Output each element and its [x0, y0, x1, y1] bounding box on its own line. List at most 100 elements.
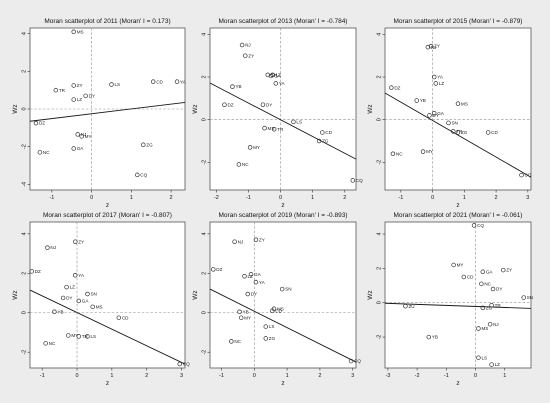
point-label-lz: LZ [77, 97, 83, 102]
x-tick-label: 1 [110, 373, 113, 379]
data-point-ms [455, 101, 461, 106]
data-point-dz [33, 120, 39, 126]
data-point-tr [450, 129, 456, 134]
point-label-zy: ZY [259, 237, 265, 242]
data-point-nj [239, 42, 245, 48]
point-label-ls: LS [296, 119, 302, 124]
y-tick-label: 0 [202, 311, 208, 314]
point-label-cq: CQ [140, 173, 147, 178]
data-point-ya [273, 81, 279, 86]
data-point-lz [433, 81, 439, 86]
chart-panel-6: Moran scatterplot of 2021 (Moran' I = -0… [367, 212, 533, 387]
point-label-ls: LS [114, 82, 120, 87]
y-tick-label: -2 [202, 160, 208, 165]
y-tick-label: 0 [22, 311, 28, 314]
data-point-ms [71, 29, 76, 35]
data-point-yb [237, 309, 242, 315]
chart-panel-4: Moran scatterplot of 2017 (Moran' I = -0… [12, 212, 190, 387]
y-tick-label: 4 [22, 232, 28, 235]
point-label-ga: GA [437, 111, 445, 116]
point-label-cd: CD [122, 315, 129, 320]
y-tick-label: 4 [377, 232, 383, 235]
point-label-cq: CQ [524, 173, 531, 178]
data-point-dy [60, 295, 66, 301]
data-point-ls [476, 355, 481, 360]
x-axis-label: z [456, 202, 459, 209]
data-point-zu [403, 303, 408, 309]
x-tick-label: 1 [311, 195, 314, 201]
point-label-yb: YB [420, 98, 426, 103]
x-tick-label: -2 [214, 195, 219, 201]
chart-title: Moran scatterplot of 2015 (Moran' I = -0… [394, 18, 523, 25]
point-label-sn: SN [451, 120, 457, 125]
data-point-lz [242, 274, 247, 279]
data-point-cd [270, 308, 275, 314]
x-tick-label: 2 [145, 373, 148, 379]
x-tick-label: -3 [385, 373, 390, 379]
plot-area [384, 27, 532, 191]
point-label-tr: TR [495, 303, 502, 308]
data-point-nc [229, 339, 234, 344]
data-point-tr [489, 303, 494, 308]
point-label-nc: NC [396, 151, 403, 156]
point-label-ls: LS [269, 324, 275, 329]
chart-panel-1: Moran scatterplot of 2011 (Moran' I = 0.… [12, 18, 187, 209]
point-label-my: MY [457, 263, 464, 268]
plot-area [384, 221, 532, 369]
point-label-lz: LZ [495, 362, 501, 367]
data-point-cq [177, 361, 183, 367]
chart-panel-2: Moran scatterplot of 2013 (Moran' I = -0… [192, 18, 363, 209]
point-label-my: MY [253, 145, 260, 150]
point-label-ga: GA [77, 146, 85, 151]
y-tick-label: -2 [22, 144, 28, 149]
x-tick-label: 3 [180, 373, 183, 379]
point-label-lz: LZ [439, 81, 445, 86]
point-label-nj: NJ [81, 132, 87, 137]
point-label-zy: ZY [77, 83, 83, 88]
point-label-ya: YA [437, 75, 444, 80]
y-tick-label: 2 [377, 267, 383, 270]
x-tick-label: 3 [526, 195, 529, 201]
data-point-dy [490, 286, 496, 292]
point-label-yb: YB [243, 309, 249, 314]
y-tick-label: 0 [202, 118, 208, 121]
data-point-my [66, 333, 71, 338]
y-tick-label: 0 [22, 107, 28, 110]
x-tick-label: 0 [279, 195, 282, 201]
data-point-zg [480, 305, 486, 311]
point-label-dz: DZ [227, 102, 233, 107]
data-point-ya [431, 74, 437, 80]
data-point-my [451, 262, 456, 268]
y-axis-label: Wz [192, 104, 199, 113]
data-point-zy [73, 239, 78, 244]
point-label-cd: CD [156, 79, 163, 84]
point-label-cd: CD [491, 130, 498, 135]
y-tick-label: 2 [202, 75, 208, 78]
fit-line [29, 101, 186, 122]
data-point-sn [279, 286, 285, 292]
x-tick-label: 1 [503, 373, 506, 379]
data-point-cd [150, 79, 156, 84]
x-tick-label: 2 [170, 195, 173, 201]
point-label-sn: SN [527, 295, 533, 300]
data-point-ls [263, 324, 269, 329]
point-label-my: MY [85, 134, 92, 139]
x-tick-label: 0 [253, 373, 256, 379]
point-label-zg: ZG [461, 130, 468, 135]
data-point-sn [446, 120, 451, 126]
chart-panel-5: Moran scatterplot of 2019 (Moran' I = -0… [192, 212, 361, 387]
data-point-dz [222, 102, 227, 107]
data-point-zy [71, 83, 76, 88]
y-tick-label: -2 [22, 350, 28, 355]
data-point-tr [271, 126, 277, 132]
x-tick-label: -1 [444, 373, 449, 379]
point-label-dy: DY [251, 292, 257, 297]
fit-line [384, 302, 532, 309]
y-tick-label: 4 [22, 32, 28, 35]
point-label-yb: YB [432, 335, 438, 340]
x-tick-label: 3 [351, 373, 354, 379]
x-axis-label: z [281, 202, 284, 209]
chart-title: Moran scatterplot of 2021 (Moran' I = -0… [394, 212, 523, 219]
y-tick-label: -2 [377, 160, 383, 165]
data-point-yb [230, 84, 235, 89]
